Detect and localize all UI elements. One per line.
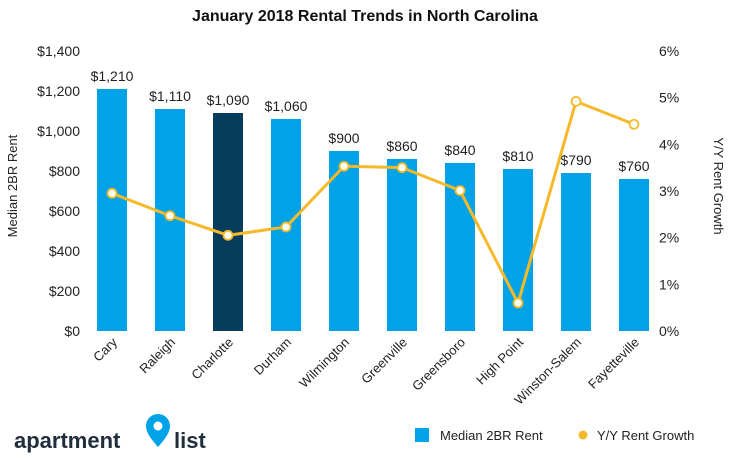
bar (561, 173, 591, 331)
growth-point (570, 96, 582, 107)
left-tick-label: $1,200 (37, 83, 80, 99)
bar-series (97, 89, 649, 331)
left-tick-label: $200 (49, 283, 80, 299)
bar (213, 113, 243, 331)
right-tick-label: 5% (659, 90, 679, 106)
bar-data-label: $860 (386, 138, 417, 154)
growth-point (280, 221, 292, 233)
legend-line-swatch (578, 430, 588, 440)
right-axis-label: Y/Y Rent Growth (711, 137, 726, 234)
right-tick-label: 0% (659, 323, 679, 339)
category-label: Greenville (358, 335, 410, 387)
logo-word-apartment: apartment (14, 428, 121, 453)
left-tick-label: $600 (49, 203, 80, 219)
bar-data-label: $900 (328, 130, 359, 146)
bar-data-label: $810 (502, 148, 533, 164)
growth-point (106, 187, 118, 199)
right-tick-label: 2% (659, 230, 679, 246)
map-pin-icon (146, 414, 170, 447)
growth-point (164, 210, 176, 222)
right-tick-label: 3% (659, 183, 679, 199)
category-label: High Point (473, 334, 526, 387)
category-label: Wilmington (296, 335, 352, 391)
growth-point (454, 185, 466, 196)
bar-data-label: $1,090 (207, 92, 250, 108)
growth-line (111, 99, 635, 305)
growth-point (396, 162, 408, 174)
legend-bar-label: Median 2BR Rent (440, 428, 543, 443)
right-tick-label: 6% (659, 43, 679, 59)
bar (619, 179, 649, 331)
left-y-axis: $0 $200 $400 $600 $800 $1,000 $1,200 $1,400 (37, 43, 80, 339)
bar-data-label: $1,060 (265, 98, 308, 114)
category-label: Charlotte (188, 335, 236, 383)
category-label: Raleigh (136, 335, 178, 377)
growth-line-series (106, 96, 640, 309)
growth-point (628, 118, 640, 130)
legend: Median 2BR Rent Y/Y Rent Growth (415, 428, 694, 443)
category-label: Cary (90, 334, 120, 364)
right-y-axis: 0% 1% 2% 3% 4% 5% 6% (659, 43, 679, 339)
growth-point (338, 160, 350, 172)
left-axis-label: Median 2BR Rent (5, 134, 20, 237)
chart-title: January 2018 Rental Trends in North Caro… (192, 8, 538, 25)
left-tick-label: $0 (64, 323, 80, 339)
bar-data-labels: $1,210 $1,110 $1,090 $1,060 $900 $860 $840 $810… (91, 68, 650, 174)
growth-point (512, 297, 524, 309)
bar-data-label: $760 (618, 158, 649, 174)
category-label: Greensboro (409, 335, 468, 394)
category-labels: Cary Raleigh Charlotte Durham Wilmington Gree… (90, 334, 642, 407)
right-tick-label: 4% (659, 136, 679, 152)
left-tick-label: $800 (49, 163, 80, 179)
logo-word-list: list (174, 428, 206, 453)
growth-point (222, 229, 234, 241)
legend-line-label: Y/Y Rent Growth (597, 428, 694, 443)
bar-data-label: $840 (444, 142, 475, 158)
bar (97, 89, 127, 331)
left-tick-label: $1,400 (37, 43, 80, 59)
right-tick-label: 1% (659, 276, 679, 292)
bar-data-label: $1,210 (91, 68, 134, 84)
bar-data-label: $790 (560, 152, 591, 168)
bar (329, 151, 359, 331)
bar (387, 159, 417, 331)
category-label: Durham (251, 335, 294, 378)
apartment-list-logo: apartment list (14, 414, 206, 453)
left-tick-label: $1,000 (37, 123, 80, 139)
left-tick-label: $400 (49, 243, 80, 259)
category-label: Fayetteville (585, 335, 642, 392)
legend-bar-swatch (415, 428, 429, 442)
bar-data-label: $1,110 (149, 88, 191, 104)
